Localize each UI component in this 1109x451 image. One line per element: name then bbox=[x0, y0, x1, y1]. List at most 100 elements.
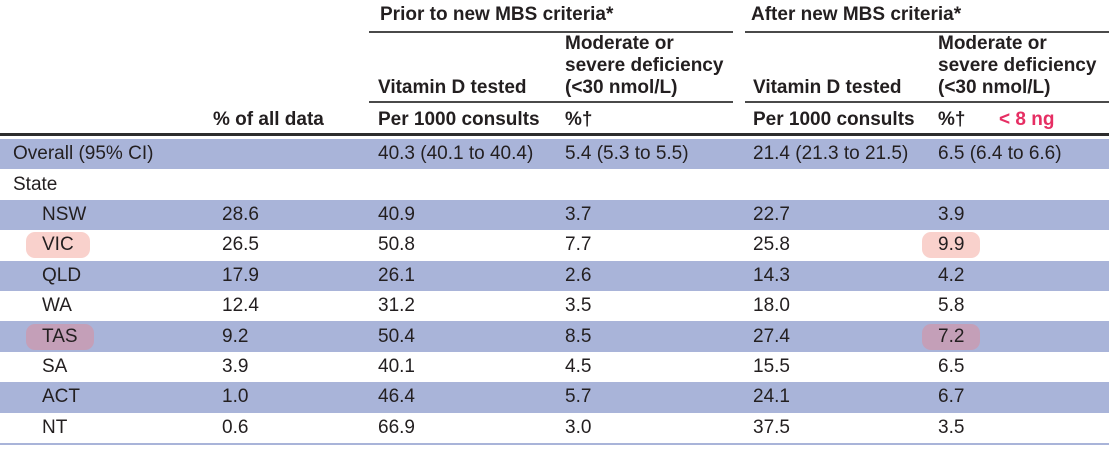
prior-criteria-group-header: Prior to new MBS criteria* bbox=[380, 4, 614, 25]
table-row: NSW 28.6 40.9 3.7 22.7 3.9 bbox=[0, 199, 1109, 231]
table-header: Prior to new MBS criteria* After new MBS… bbox=[0, 0, 1109, 136]
after-per-1000-cell: 24.1 bbox=[753, 386, 938, 408]
cell-value: 37.5 bbox=[753, 416, 790, 438]
cell-value: 12.4 bbox=[222, 295, 259, 317]
cell-value: 2.6 bbox=[565, 264, 592, 286]
cell-value: 3.9 bbox=[222, 355, 249, 377]
row-label: NSW bbox=[42, 203, 87, 225]
after-criteria-group-header: After new MBS criteria* bbox=[751, 4, 962, 25]
prior-per-1000-cell: 50.8 bbox=[378, 234, 565, 256]
cell-value: 25.8 bbox=[753, 234, 790, 256]
pct-all-data-cell: 9.2 bbox=[215, 326, 378, 348]
cell-value: 50.8 bbox=[378, 234, 415, 256]
cell-value: 18.0 bbox=[753, 295, 790, 317]
pct-all-data-cell: 26.5 bbox=[215, 234, 378, 256]
prior-per-1000-cell: 40.9 bbox=[378, 204, 565, 226]
column-header-per-1000-prior: Per 1000 consults bbox=[378, 109, 540, 130]
prior-pct-cell: 5.4 (5.3 to 5.5) bbox=[565, 143, 753, 165]
table-row: ACT 1.0 46.4 5.7 24.1 6.7 bbox=[0, 382, 1109, 413]
cell-value: 21.4 (21.3 to 21.5) bbox=[753, 143, 909, 165]
row-label-cell: TAS bbox=[0, 323, 215, 350]
cell-value: 46.4 bbox=[378, 386, 415, 408]
cell-value: 17.9 bbox=[222, 264, 259, 286]
prior-pct-cell: 3.7 bbox=[565, 204, 753, 226]
column-header-deficiency-prior: Moderate or severe deficiency (<30 nmol/… bbox=[565, 33, 724, 98]
column-header-pct-prior: %† bbox=[565, 109, 593, 130]
cell-value: 3.0 bbox=[565, 416, 592, 438]
cell-value: 6.5 bbox=[938, 355, 965, 377]
column-header-deficiency-after: Moderate or severe deficiency (<30 nmol/… bbox=[938, 33, 1097, 98]
cell-value: 4.5 bbox=[565, 355, 592, 377]
after-subheader-underline bbox=[745, 101, 1109, 103]
pct-all-data-cell: 28.6 bbox=[215, 204, 378, 226]
row-label: QLD bbox=[42, 264, 82, 286]
annotation-lt-8-ng: < 8 ng bbox=[999, 109, 1055, 130]
cell-value: 7.7 bbox=[565, 234, 592, 256]
prior-per-1000-cell: 31.2 bbox=[378, 295, 565, 317]
after-per-1000-cell: 27.4 bbox=[753, 326, 938, 348]
prior-per-1000-cell: 40.3 (40.1 to 40.4) bbox=[378, 143, 565, 165]
prior-pct-cell: 8.5 bbox=[565, 326, 753, 348]
column-header-per-1000-after: Per 1000 consults bbox=[753, 109, 915, 130]
prior-subheader-underline bbox=[369, 101, 733, 103]
header-bottom-rule bbox=[0, 133, 1109, 136]
cell-value: 6.5 (6.4 to 6.6) bbox=[938, 143, 1062, 165]
table-row: SA 3.9 40.1 4.5 15.5 6.5 bbox=[0, 352, 1109, 382]
cell-value: 27.4 bbox=[753, 325, 790, 347]
cell-value: 5.4 (5.3 to 5.5) bbox=[565, 143, 689, 165]
prior-group-underline bbox=[369, 31, 733, 33]
table-row: State bbox=[0, 169, 1109, 199]
after-pct-cell: 3.5 bbox=[938, 417, 1109, 439]
cell-value: 31.2 bbox=[378, 295, 415, 317]
column-header-vitamin-d-tested-after: Vitamin D tested bbox=[753, 77, 902, 98]
cell-value: 7.2 bbox=[922, 323, 981, 350]
row-label: Overall (95% CI) bbox=[13, 143, 154, 165]
cell-value: 9.9 bbox=[922, 232, 981, 259]
prior-per-1000-cell: 40.1 bbox=[378, 356, 565, 378]
row-label-cell: NT bbox=[0, 417, 215, 439]
prior-per-1000-cell: 50.4 bbox=[378, 326, 565, 348]
cell-value: 4.2 bbox=[938, 264, 965, 286]
table-row: NT 0.6 66.9 3.0 37.5 3.5 bbox=[0, 413, 1109, 443]
prior-pct-cell: 2.6 bbox=[565, 265, 753, 287]
after-pct-cell bbox=[938, 174, 1109, 196]
row-label-cell: Overall (95% CI) bbox=[0, 143, 215, 165]
prior-pct-cell: 4.5 bbox=[565, 356, 753, 378]
prior-per-1000-cell: 66.9 bbox=[378, 417, 565, 439]
cell-value: 40.1 bbox=[378, 355, 415, 377]
cell-value: 9.2 bbox=[222, 325, 249, 347]
after-per-1000-cell: 15.5 bbox=[753, 356, 938, 378]
row-label: SA bbox=[42, 355, 68, 377]
after-per-1000-cell: 37.5 bbox=[753, 417, 938, 439]
cell-value: 3.5 bbox=[565, 295, 592, 317]
pct-all-data-cell: 1.0 bbox=[215, 386, 378, 408]
after-per-1000-cell: 21.4 (21.3 to 21.5) bbox=[753, 143, 938, 165]
prior-per-1000-cell: 46.4 bbox=[378, 386, 565, 408]
prior-pct-cell bbox=[565, 174, 753, 196]
pct-all-data-cell: 0.6 bbox=[215, 417, 378, 439]
column-header-pct-all-data: % of all data bbox=[213, 109, 324, 130]
cell-value: 50.4 bbox=[378, 325, 415, 347]
row-label: State bbox=[13, 173, 58, 195]
cell-value: 3.5 bbox=[938, 416, 965, 438]
row-label: WA bbox=[42, 295, 72, 317]
row-label-cell: QLD bbox=[0, 265, 215, 287]
prior-per-1000-cell bbox=[378, 174, 565, 196]
cell-value: 26.5 bbox=[222, 234, 259, 256]
cell-value: 28.6 bbox=[222, 203, 259, 225]
pct-all-data-cell: 12.4 bbox=[215, 295, 378, 317]
after-pct-cell: 6.5 (6.4 to 6.6) bbox=[938, 143, 1109, 165]
cell-value: 3.7 bbox=[565, 203, 592, 225]
table-row: Overall (95% CI) 40.3 (40.1 to 40.4) 5.4… bbox=[0, 139, 1109, 170]
after-per-1000-cell bbox=[753, 174, 938, 196]
row-label-cell: ACT bbox=[0, 386, 215, 408]
column-header-pct-after: %† bbox=[938, 109, 966, 130]
after-pct-cell: 7.2 bbox=[922, 323, 1109, 350]
cell-value: 40.3 (40.1 to 40.4) bbox=[378, 143, 534, 165]
after-per-1000-cell: 18.0 bbox=[753, 295, 938, 317]
row-label-cell: WA bbox=[0, 295, 215, 317]
cell-value: 6.7 bbox=[938, 386, 965, 408]
cell-value: 22.7 bbox=[753, 203, 790, 225]
row-label: TAS bbox=[26, 323, 94, 350]
